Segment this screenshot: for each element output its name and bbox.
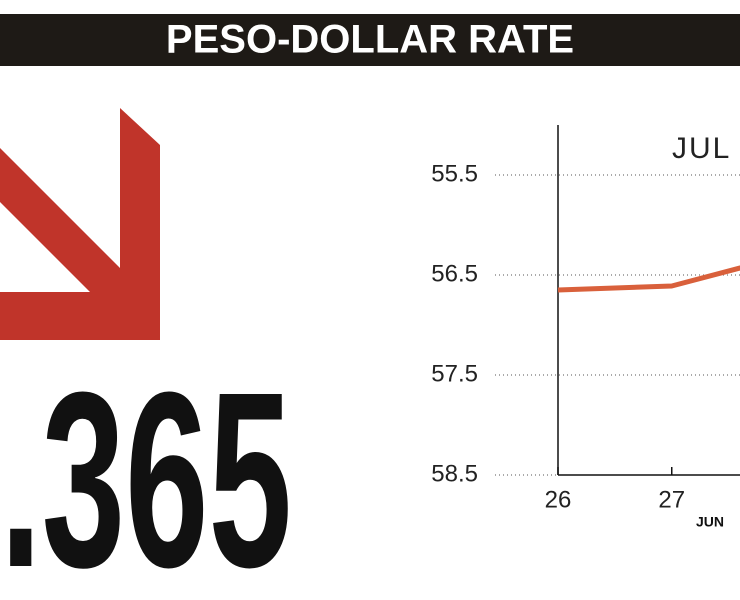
big-number: .365 [0,339,292,600]
title: PESO-DOLLAR RATE [166,18,574,62]
month-label: JUN [696,514,724,530]
down-arrow [0,108,160,340]
y-tick-label: 58.5 [431,460,478,487]
y-tick-label: 56.5 [431,260,478,287]
y-tick-label: 55.5 [431,160,478,187]
title-bar [0,14,740,66]
x-tick-label: 26 [545,486,572,513]
rate-line [557,265,740,293]
month-label: JUL [672,132,731,165]
x-tick-label: 27 [658,486,685,513]
y-tick-label: 57.5 [431,360,478,387]
